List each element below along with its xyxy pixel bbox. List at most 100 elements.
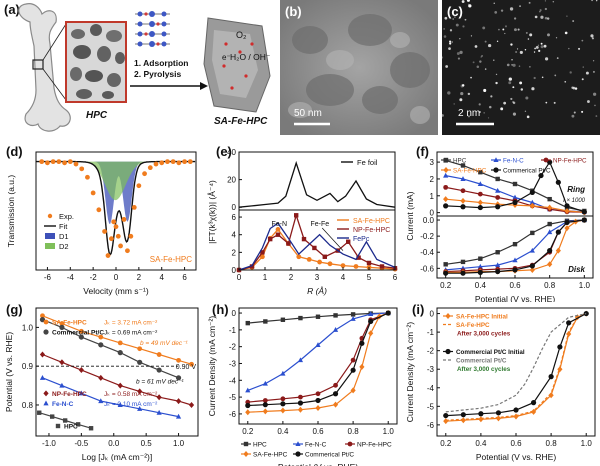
pt-initial-point <box>530 400 537 406</box>
haadf-atom-dot <box>554 74 557 77</box>
legend-i-label: After 3,000 cycles <box>457 331 511 338</box>
haadf-atom-dot <box>595 0 598 2</box>
haadf-atom-dot <box>474 45 478 48</box>
legend-h-marker <box>243 451 249 457</box>
haadf-atom-dot <box>449 40 452 43</box>
series-np-fe-hpc-point <box>379 264 385 269</box>
jk-label: Jₖ = 3.72 mA cm⁻² <box>104 320 158 327</box>
legend-h-label: SA-Fe-HPC <box>253 452 288 459</box>
haadf-atom-dot <box>544 16 548 20</box>
e-bottom-ytick-label: 0 <box>232 266 237 275</box>
sa-initial-point <box>443 418 449 425</box>
haadf-atom-dot <box>484 68 487 70</box>
haadf-atom-dot <box>508 81 512 85</box>
lsv-point <box>350 367 356 373</box>
scale-bar-c: 2 nm <box>458 108 481 119</box>
tafel-slope-sa: b = 49 mV dec⁻¹ <box>140 340 189 347</box>
jk-label: Jₖ = 0.58 mA cm⁻² <box>104 391 158 398</box>
haadf-atom-dot <box>502 28 505 31</box>
e-bottom-ytick-label: 6 <box>232 213 237 222</box>
haadf-atom-dot <box>513 28 517 32</box>
chart-d: -6 -4 -2 0 2 4 6 Velocity (mm s⁻¹) Transmission … <box>6 151 197 296</box>
h-xtick-label: 0.8 <box>348 427 360 436</box>
tafel-point <box>156 394 162 401</box>
pt-after-line <box>445 313 587 413</box>
haadf-atom-dot <box>493 59 495 61</box>
legend-h-marker <box>295 451 301 457</box>
h-ytick-label: -1 <box>229 326 237 335</box>
ring-point <box>460 176 466 181</box>
i-ylabel: Current Density (mA cm⁻²) <box>405 322 415 423</box>
i-ytick-label: 0 <box>430 310 435 319</box>
series-sa-fe-hpc-point <box>306 257 312 262</box>
i-ytick-label: -5 <box>427 402 435 411</box>
haadf-atom-dot <box>555 37 558 39</box>
legend-g-label: NP-Fe-HPC <box>52 391 87 398</box>
step-pyrolysis: 2. Pyrolysis <box>134 69 182 79</box>
haadf-atom-dot <box>595 115 598 117</box>
haadf-atom-dot <box>544 57 549 61</box>
haadf-atom-dot <box>519 50 523 54</box>
haadf-atom-dot <box>533 76 536 80</box>
sa-fe-hpc-sheet-image <box>203 17 271 113</box>
tafel-point <box>117 350 123 356</box>
h-ytick-label: -2 <box>229 343 237 352</box>
haadf-atom-dot <box>556 57 559 59</box>
haadf-atom-dot <box>459 98 463 102</box>
sa-initial-point <box>460 417 466 424</box>
haadf-atom-dot <box>592 60 595 62</box>
tafel-point <box>98 398 104 404</box>
series-np-fe-hpc-point <box>322 254 327 259</box>
exp-data-point <box>39 159 45 165</box>
ring-point <box>495 204 501 210</box>
d-xtick-label: 2 <box>137 273 142 282</box>
lsv-point <box>263 319 268 324</box>
exp-data-point <box>96 207 102 213</box>
series-np-fe-hpc-point <box>249 264 255 269</box>
haadf-atom-dot <box>479 111 481 113</box>
haadf-atom-dot <box>511 59 513 61</box>
tafel-point <box>39 375 46 380</box>
ring-point <box>478 170 483 175</box>
legend-h-label: NP-Fe-HPC <box>357 442 392 449</box>
chart-g: 0.90 V -1.0 -0.5 0.0 0.5 1.0 1.0 0.9 0.8 Log [Jₖ … <box>4 307 199 462</box>
disk-point <box>495 268 501 275</box>
haadf-atom-dot <box>511 64 513 66</box>
haadf-atom-dot <box>467 3 470 6</box>
legend-f-marker <box>543 157 549 163</box>
legend-f-marker <box>493 157 499 162</box>
haadf-atom-dot <box>464 18 467 21</box>
scale-bar-b: 50 nm <box>294 108 322 119</box>
haadf-atom-dot <box>453 103 455 105</box>
disk-point <box>529 247 535 253</box>
haadf-atom-dot <box>519 81 523 85</box>
haadf-atom-dot <box>447 91 451 95</box>
haadf-atom-dot <box>537 44 540 47</box>
e-xlabel: R (Å) <box>307 286 327 296</box>
haadf-atom-dot <box>456 52 460 55</box>
haadf-atom-dot <box>543 44 547 48</box>
fe-foil-line <box>238 160 396 208</box>
f-bottom-ytick-label: -0.2 <box>420 232 434 241</box>
ring-point <box>512 194 518 200</box>
exp-data-point <box>128 233 134 239</box>
haadf-atom-dot <box>461 0 465 3</box>
h-ytick-label: -6 <box>229 410 237 419</box>
haadf-atom-dot <box>481 55 483 57</box>
haadf-atom-dot <box>591 37 595 40</box>
f-ylabel: Current (mA) <box>405 191 415 240</box>
exp-data-point <box>131 204 137 210</box>
i-xtick-label: 0.6 <box>510 439 522 448</box>
e-xtick-label: 1 <box>263 273 268 282</box>
d2-component-area <box>72 161 160 201</box>
ring-point <box>538 172 544 179</box>
exp-data-point <box>111 219 117 225</box>
fe-fe-annotation: Fe-Fe <box>311 221 330 228</box>
e-ylabel: |FT(k³χ(k))| (Å⁻⁴) <box>207 180 217 244</box>
haadf-atom-dot <box>553 101 556 104</box>
disk-point <box>477 263 483 269</box>
tafel-slope-pt: b = 61 mV dec⁻¹ <box>136 379 185 386</box>
tafel-point <box>188 401 195 408</box>
ref-0-90-label: 0.90 V <box>176 364 197 371</box>
disk-point <box>495 250 500 255</box>
